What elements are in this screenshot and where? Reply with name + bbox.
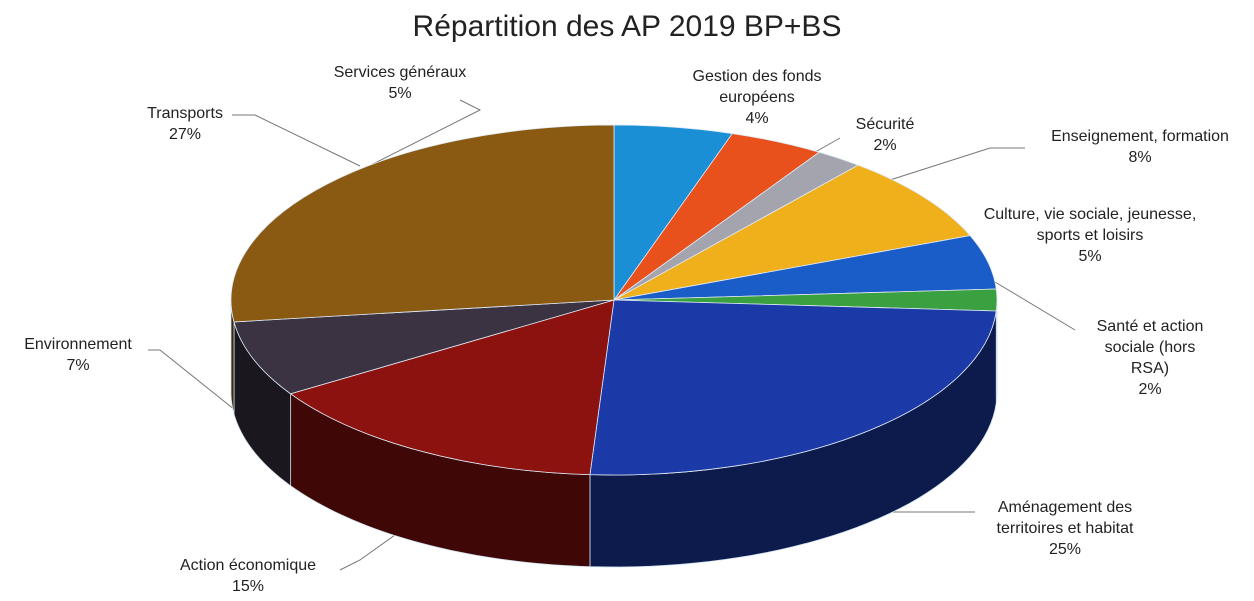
data-label: Transports 27% bbox=[110, 103, 260, 145]
category-label: Aménagement des territoires et habitat bbox=[996, 499, 1134, 537]
category-label: Gestion des fonds européens bbox=[692, 68, 822, 106]
slice bbox=[233, 299, 615, 395]
value-label: 4% bbox=[745, 110, 769, 127]
value-label: 15% bbox=[231, 578, 265, 595]
category-label: Services généraux bbox=[333, 64, 467, 81]
leader-line bbox=[148, 349, 246, 419]
category-label: Action économique bbox=[179, 557, 317, 574]
data-label: Environnement 7% bbox=[3, 334, 153, 376]
category-label: Transports bbox=[147, 105, 223, 122]
data-label: Sécurité 2% bbox=[835, 114, 935, 156]
leader-line bbox=[364, 99, 482, 169]
value-label: 25% bbox=[1048, 541, 1082, 558]
slice bbox=[613, 164, 971, 301]
data-label: Aménagement des territoires et habitat 25… bbox=[965, 497, 1165, 560]
leader-line bbox=[994, 281, 1076, 331]
data-label: Action économique 15% bbox=[148, 555, 348, 597]
value-label: 5% bbox=[388, 85, 412, 102]
slice bbox=[589, 299, 997, 476]
slice bbox=[230, 124, 615, 323]
value-label: 5% bbox=[1078, 248, 1102, 265]
chart-title: Répartition des AP 2019 BP+BS bbox=[412, 10, 842, 43]
value-label: 2% bbox=[1138, 381, 1162, 398]
leader-line bbox=[889, 147, 1025, 181]
category-label: Environnement bbox=[24, 336, 132, 353]
data-label: Gestion des fonds européens 4% bbox=[670, 66, 845, 129]
category-label: Santé et action sociale (hors RSA) bbox=[1096, 318, 1204, 377]
data-label: Culture, vie sociale, jeunesse, sports e… bbox=[983, 204, 1198, 267]
data-label: Services généraux 5% bbox=[300, 62, 500, 104]
category-label: Culture, vie sociale, jeunesse, sports e… bbox=[983, 206, 1197, 244]
value-label: 7% bbox=[66, 357, 90, 374]
leader-line bbox=[339, 534, 396, 571]
category-label: Enseignement, formation bbox=[1051, 128, 1229, 145]
value-label: 2% bbox=[873, 137, 897, 154]
value-label: 8% bbox=[1128, 149, 1152, 166]
data-label: Santé et action sociale (hors RSA) 2% bbox=[1085, 316, 1215, 400]
leader-line bbox=[232, 114, 361, 167]
value-label: 27% bbox=[168, 126, 202, 143]
leader-lines bbox=[148, 99, 1076, 571]
category-label: Sécurité bbox=[855, 116, 915, 133]
data-label: Enseignement, formation 8% bbox=[1020, 126, 1254, 168]
slice bbox=[289, 299, 615, 476]
